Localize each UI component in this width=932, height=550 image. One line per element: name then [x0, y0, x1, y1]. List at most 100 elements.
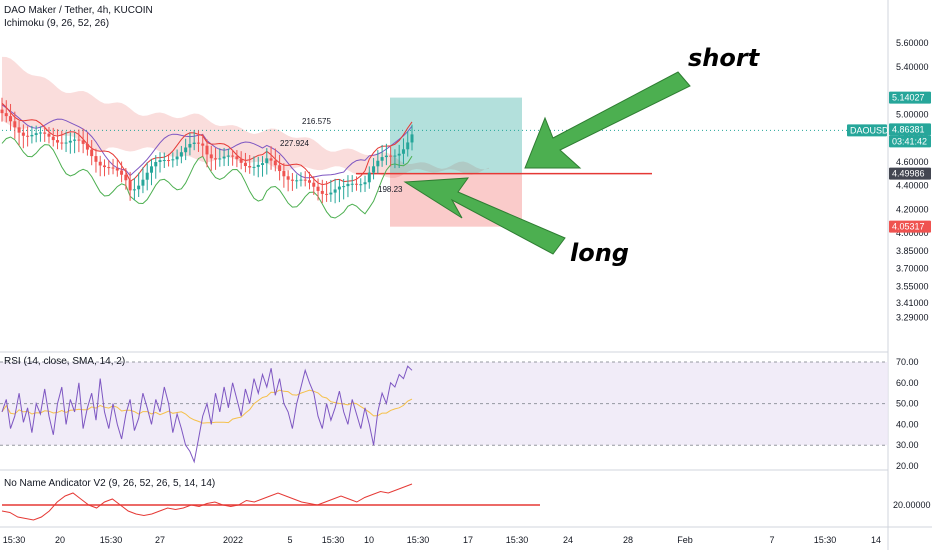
- candle-body: [38, 132, 42, 134]
- x-tick-label: Feb: [677, 535, 693, 545]
- annotations: 216.575 227.924 198.23 short long: [280, 44, 761, 267]
- candle-body: [406, 142, 410, 150]
- candle-body: [359, 184, 363, 186]
- candle-body: [239, 159, 243, 163]
- y-tick-label: 4.40000: [896, 181, 929, 191]
- candle-body: [81, 140, 85, 144]
- candle-body: [354, 183, 358, 185]
- candle-body: [231, 155, 235, 157]
- indicator-pane[interactable]: [1, 483, 540, 521]
- candle-body: [393, 155, 397, 157]
- candle-body: [401, 149, 405, 154]
- candle-body: [350, 183, 354, 185]
- price-axis[interactable]: 6.000005.600005.400005.120005.000004.800…: [847, 0, 931, 510]
- x-tick-label: 15:30: [322, 535, 345, 545]
- rsi-tick-label: 20.00: [896, 461, 919, 471]
- x-tick-label: 5: [287, 535, 292, 545]
- candle-body: [0, 109, 4, 114]
- candle-body: [132, 189, 136, 191]
- candle-body: [137, 185, 141, 190]
- candle-body: [141, 179, 145, 186]
- ichimoku-cloud: [2, 56, 489, 178]
- y-tick-label: 5.60000: [896, 38, 929, 48]
- y-tick-label: 3.41000: [896, 298, 929, 308]
- candle-body: [107, 167, 111, 169]
- candle-body: [312, 182, 316, 187]
- candle-body: [154, 162, 158, 167]
- candle-body: [128, 180, 132, 191]
- candle-body: [60, 142, 64, 144]
- candle-body: [282, 171, 286, 177]
- candle-body: [34, 133, 38, 135]
- candle-body: [85, 143, 89, 150]
- tag-target: 5.14027: [892, 93, 925, 103]
- x-tick-label: 14: [871, 535, 881, 545]
- candle-body: [214, 158, 218, 160]
- candle-body: [9, 116, 13, 122]
- candle-body: [21, 132, 25, 136]
- candle-body: [397, 153, 401, 156]
- candle-body: [4, 113, 8, 117]
- candle-body: [410, 134, 414, 143]
- symbol-title[interactable]: DAO Maker / Tether, 4h, KUCOIN: [4, 5, 153, 16]
- x-tick-label: 24: [563, 535, 573, 545]
- candle-body: [278, 165, 282, 172]
- candle-body: [295, 180, 299, 182]
- candle-body: [124, 174, 128, 181]
- candle-body: [342, 186, 346, 188]
- candle-body: [372, 166, 376, 173]
- candle-body: [68, 140, 72, 143]
- candle-body: [77, 139, 81, 141]
- time-axis[interactable]: 15:30 20 15:30 27 2022 5 15:30 10 15:30 17 15:30 24…: [3, 535, 881, 545]
- x-tick-label: 2022: [223, 535, 243, 545]
- candle-body: [256, 164, 260, 167]
- y-tick-label: 3.70000: [896, 264, 929, 274]
- y-tick-label: 6.00000: [896, 0, 929, 1]
- y-tick-label: 3.85000: [896, 246, 929, 256]
- candle-body: [261, 163, 265, 165]
- rsi-legend[interactable]: RSI (14, close, SMA, 14, 2): [4, 356, 126, 367]
- long-arrow-icon: [403, 177, 566, 255]
- y-tick-label: 5.00000: [896, 109, 929, 119]
- candle-body: [13, 121, 17, 128]
- candle-body: [320, 190, 324, 194]
- y-tick-label: 4.20000: [896, 204, 929, 214]
- note-high: 216.575: [302, 117, 331, 126]
- candle-body: [115, 168, 119, 171]
- candle-body: [380, 157, 384, 161]
- candle-body: [303, 179, 307, 181]
- rsi-ma-line: [1, 389, 413, 424]
- candle-body: [175, 156, 179, 160]
- candle-body: [94, 156, 98, 162]
- rsi-line: [1, 365, 413, 464]
- candle-body: [235, 156, 239, 160]
- rsi-pane[interactable]: [0, 361, 888, 464]
- x-tick-label: 17: [463, 535, 473, 545]
- x-tick-label: 15:30: [100, 535, 123, 545]
- candle-body: [308, 180, 311, 183]
- candle-body: [30, 134, 34, 137]
- candle-body: [201, 143, 205, 146]
- candle-body: [329, 192, 333, 195]
- candle-body: [222, 156, 226, 159]
- y-tick-label: 5.40000: [896, 62, 929, 72]
- x-tick-label: 15:30: [814, 535, 837, 545]
- ichimoku-legend[interactable]: Ichimoku (9, 26, 52, 26): [4, 18, 110, 29]
- indicator-legend[interactable]: No Name Andicator V2 (9, 26, 52, 26, 5, …: [4, 478, 216, 489]
- tag-symbol: DAOUSDT: [850, 125, 895, 135]
- candle-body: [333, 189, 337, 193]
- candle-body: [188, 143, 192, 148]
- candle-body: [205, 145, 209, 155]
- tag-entry-bg: [889, 167, 931, 180]
- candle-body: [265, 158, 269, 164]
- candle-body: [51, 136, 55, 141]
- candle-body: [111, 167, 115, 169]
- tag-last: 4.86381: [892, 124, 925, 134]
- candle-body: [290, 179, 294, 181]
- x-tick-label: 7: [769, 535, 774, 545]
- y-tick-label: 3.55000: [896, 281, 929, 291]
- candle-body: [209, 154, 213, 159]
- rsi-tick-label: 30.00: [896, 440, 919, 450]
- tag-stop: 4.05317: [892, 222, 925, 232]
